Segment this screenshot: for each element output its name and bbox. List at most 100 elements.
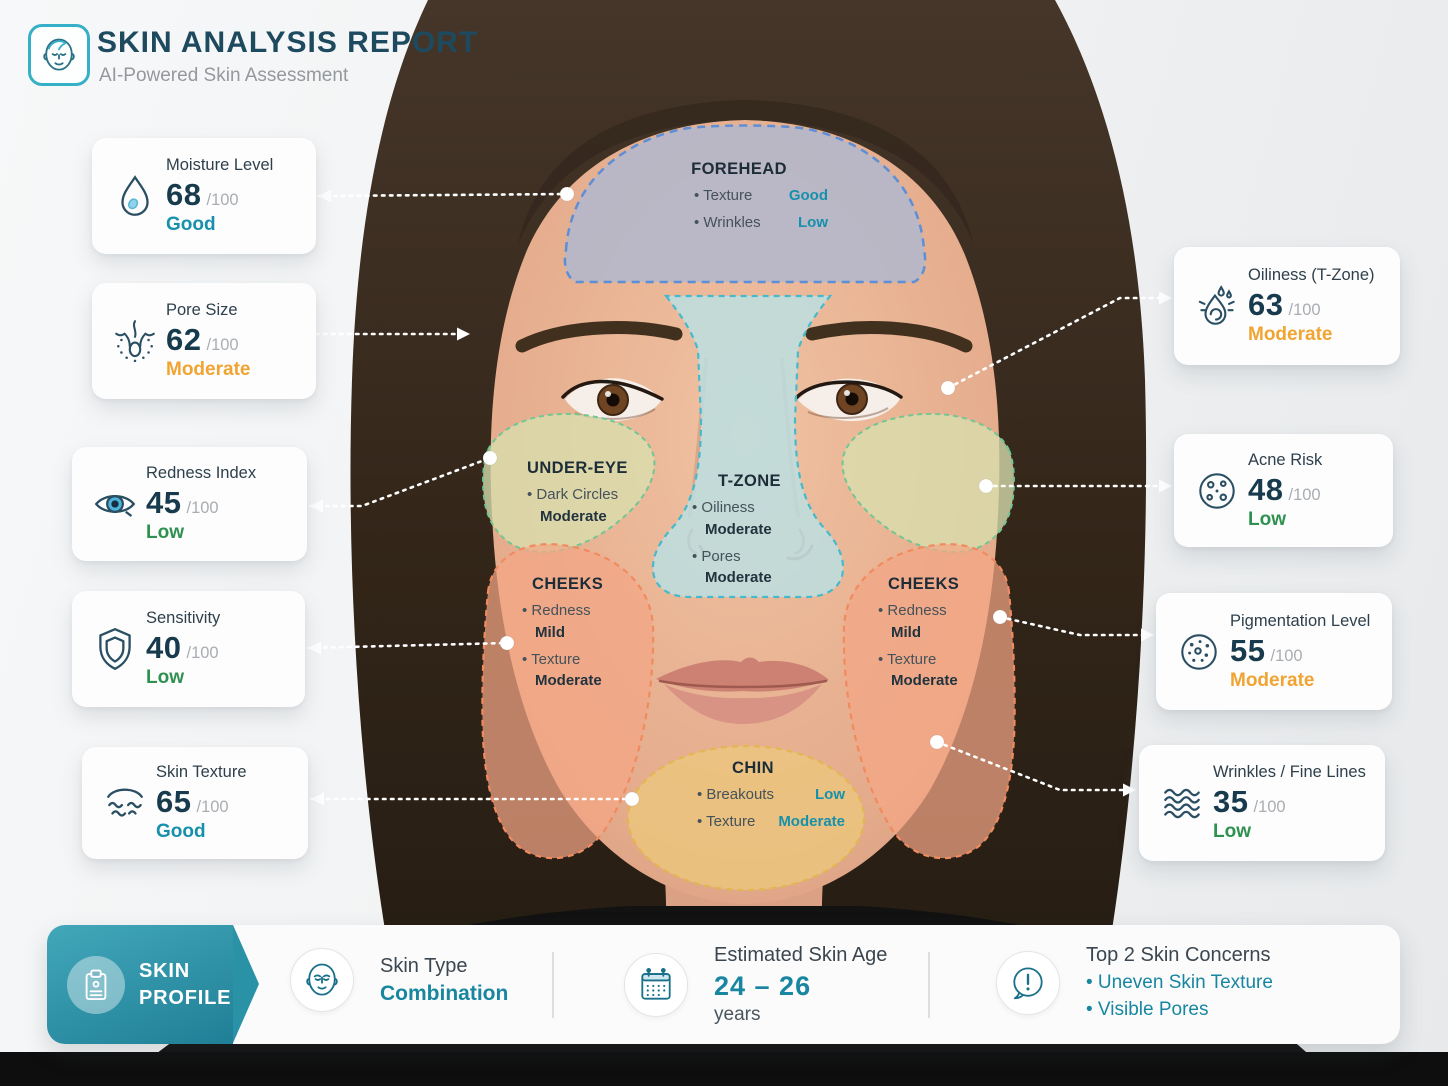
region-item-value: Low: [798, 213, 828, 231]
metric-label: Oiliness (T-Zone): [1248, 266, 1375, 284]
region-item-value: Mild: [891, 623, 921, 641]
status-text: Moderate: [1248, 324, 1333, 345]
region-cheek-right-callout: CHEEKS • Redness Mild • Texture Moderate: [878, 575, 990, 691]
face-outline-icon: [290, 948, 354, 1012]
region-item-name: • Pores: [692, 547, 741, 565]
metric-denominator: /100: [186, 644, 219, 662]
region-tzone-overlay: [651, 294, 845, 599]
page-title: SKIN ANALYSIS REPORT: [97, 26, 479, 59]
badge-line1: SKIN: [139, 959, 190, 982]
region-label: CHEEKS: [888, 575, 960, 593]
metric-score: 63: [1248, 287, 1284, 322]
region-undereye-callout: UNDER-EYE • Dark Circles Moderate: [527, 459, 657, 527]
right-eyebrow: [805, 321, 973, 353]
skin-profile-badge: SKIN PROFILE: [47, 925, 233, 1044]
metric-denominator: /100: [1288, 301, 1321, 319]
water-drop-icon: [104, 172, 166, 220]
face-outline-icon: [43, 38, 75, 71]
metric-card-skin-texture: Skin Texture 65/100 Good: [82, 747, 308, 859]
metric-label: Pigmentation Level: [1230, 611, 1371, 630]
metric-denominator: /100: [186, 499, 219, 517]
metric-label: Moisture Level: [166, 156, 274, 174]
footer-concern-item: • Uneven Skin Texture: [1086, 972, 1273, 993]
region-item-name: • Redness: [522, 602, 591, 619]
region-tzone-callout: T-ZONE • Oiliness Moderate • Pores Moderat…: [692, 472, 807, 588]
leader-sensitivity: [306, 641, 509, 650]
metric-denominator: /100: [206, 191, 239, 209]
footer-label: Skin Type: [380, 954, 468, 977]
status-text: Moderate: [1230, 669, 1315, 691]
leader-arrows: [308, 189, 1172, 806]
metric-denominator: /100: [196, 798, 229, 816]
metric-score: 62: [166, 322, 202, 357]
metric-denominator: /100: [1288, 485, 1321, 504]
region-item-value: Moderate: [705, 569, 772, 587]
acne-spots-icon: [1186, 467, 1248, 515]
footer-label: Top 2 Skin Concerns: [1086, 944, 1271, 966]
footer-divider: [552, 952, 554, 1018]
skin-profile-bar: [47, 925, 1400, 1044]
region-item-value: Moderate: [705, 520, 772, 538]
leader-lines: [306, 192, 1172, 801]
shirt-bottom: [0, 1052, 1448, 1086]
metric-label: Acne Risk: [1248, 450, 1323, 469]
region-item-name: • Redness: [878, 602, 947, 619]
region-label: UNDER-EYE: [527, 459, 628, 477]
lips: [656, 657, 829, 724]
metric-denominator: /100: [1270, 646, 1303, 665]
metric-label: Redness Index: [146, 464, 257, 482]
metric-score: 65: [156, 784, 192, 819]
region-item-value: Moderate: [535, 672, 602, 690]
metric-score: 40: [146, 630, 182, 665]
metric-card-oiliness: Oiliness (T-Zone) 63/100 Moderate: [1174, 247, 1400, 365]
texture-waves-icon: [94, 779, 156, 827]
region-label: CHIN: [732, 759, 774, 777]
footer-value: 24 – 26: [714, 971, 812, 1001]
footer-value: Combination: [380, 981, 509, 1005]
metric-card-pore-size: Pore Size 62/100 Moderate: [92, 283, 316, 399]
region-item-name: • Texture: [697, 812, 756, 830]
shield-icon: [84, 625, 146, 673]
metric-denominator: /100: [1253, 798, 1286, 816]
metric-score: 48: [1248, 471, 1284, 507]
metric-denominator: /100: [206, 336, 239, 354]
metric-score: 35: [1213, 784, 1249, 819]
status-text: Moderate: [166, 359, 251, 380]
status-text: Good: [156, 821, 206, 842]
region-chin-callout: CHIN • Breakouts Low • Texture Moderate: [697, 759, 845, 832]
region-chin-overlay: [626, 744, 866, 892]
wrinkle-lines-icon: [1151, 779, 1213, 827]
metric-card-redness: Redness Index 45/100 Low: [72, 447, 307, 561]
metric-label: Sensitivity: [146, 609, 221, 627]
region-item-name: • Breakouts: [697, 786, 774, 803]
region-item-value: Moderate: [540, 507, 607, 525]
metric-card-acne-risk: Acne Risk 48/100 Low: [1174, 434, 1393, 547]
region-item-value: Low: [815, 786, 845, 803]
alert-icon: [996, 950, 1060, 1015]
region-item-value: Moderate: [891, 672, 958, 690]
region-item-name: • Dark Circles: [527, 486, 619, 503]
footer-suffix: years: [714, 1004, 761, 1025]
footer-label: Estimated Skin Age: [714, 944, 888, 966]
region-item-name: • Texture: [522, 650, 581, 668]
region-item-name: • Wrinkles: [694, 213, 761, 231]
footer-skin-type: Skin Type Combination: [290, 948, 508, 1012]
leader-moisture: [316, 192, 569, 198]
status-text: Good: [166, 214, 216, 235]
pigmentation-icon: [1168, 628, 1230, 676]
badge-line2: PROFILE: [139, 986, 232, 1009]
leader-oiliness: [946, 296, 1172, 390]
region-undereye-right-overlay: [841, 412, 1015, 553]
metric-score: 68: [166, 177, 202, 212]
region-item-name: • Texture: [694, 187, 753, 204]
metric-label: Pore Size: [166, 301, 238, 319]
region-label: CHEEKS: [532, 575, 604, 593]
page-subtitle: AI-Powered Skin Assessment: [99, 65, 349, 86]
badge-chevron: [233, 925, 259, 1043]
app-logo: [28, 24, 90, 86]
pore-follicle-icon: [104, 317, 166, 365]
region-cheek-left-overlay: [481, 543, 655, 860]
status-text: Low: [146, 667, 184, 688]
metric-label: Skin Texture: [156, 763, 247, 781]
leader-dots: [482, 186, 1008, 807]
